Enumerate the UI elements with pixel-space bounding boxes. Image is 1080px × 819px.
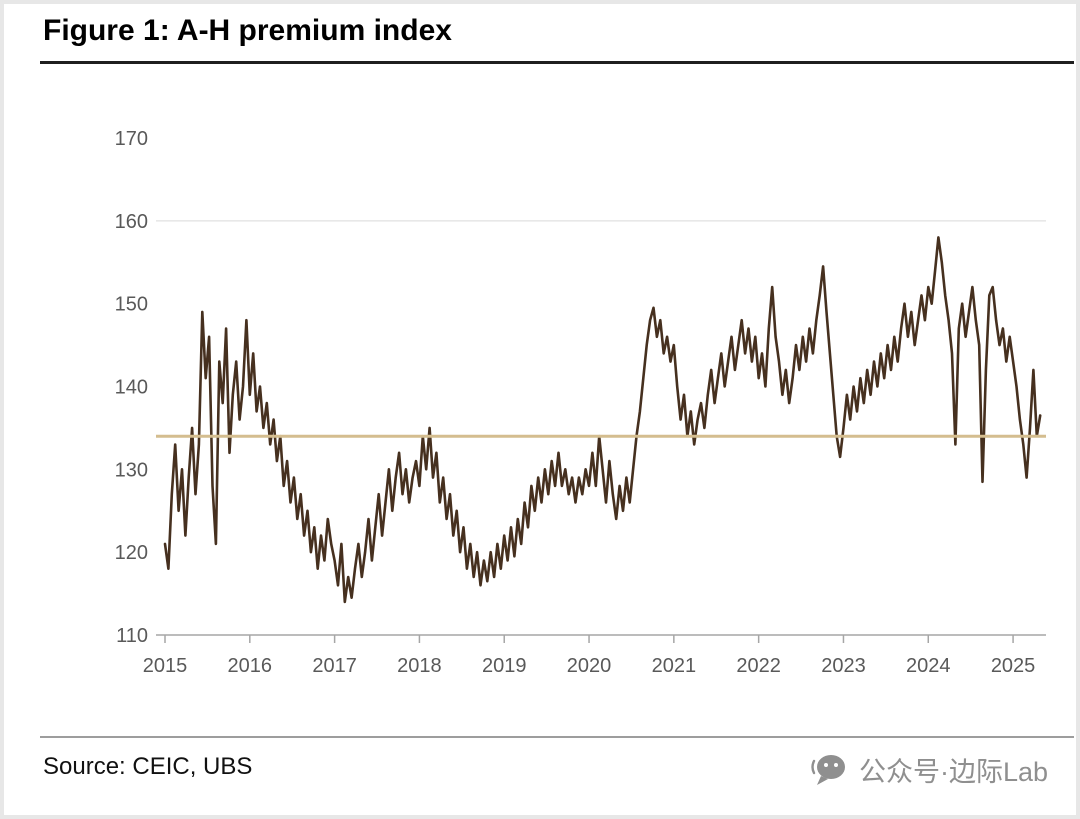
watermark: 公众号·边际Lab <box>809 750 1048 789</box>
y-tick-label-120: 120 <box>115 542 148 564</box>
x-tick-label-2022: 2022 <box>736 655 781 677</box>
y-tick-label-140: 140 <box>115 377 148 399</box>
title-divider <box>40 61 1074 64</box>
y-tick-label-110: 110 <box>116 625 148 647</box>
x-tick-label-2018: 2018 <box>397 655 442 677</box>
y-tick-label-170: 170 <box>115 128 148 150</box>
y-tick-label-130: 130 <box>115 459 148 481</box>
x-tick-label-2023: 2023 <box>821 655 866 677</box>
x-tick-label-2019: 2019 <box>482 655 527 677</box>
watermark-text: 公众号·边际Lab <box>858 757 1048 787</box>
figure-card: Figure 1: A-H premium index 110 120 130 140… <box>4 4 1076 815</box>
x-tick-label-2015: 2015 <box>143 655 188 677</box>
series-line <box>163 236 1042 604</box>
footer-divider <box>40 736 1074 738</box>
wechat-icon <box>811 754 845 785</box>
x-tick-label-2017: 2017 <box>312 655 357 677</box>
x-tick-label-2024: 2024 <box>906 655 951 677</box>
x-tick-label-2020: 2020 <box>567 655 612 677</box>
line-chart: 110 120 130 140 150 160 170 2015 2016 2017 2018 201… <box>115 128 1046 677</box>
y-tick-label-150: 150 <box>115 294 148 316</box>
x-tick-label-2016: 2016 <box>228 655 273 677</box>
figure-title: Figure 1: A-H premium index <box>43 14 452 47</box>
source-text: Source: CEIC, UBS <box>43 753 253 780</box>
x-tick-label-2025: 2025 <box>991 655 1036 677</box>
x-tick-label-2021: 2021 <box>652 655 697 677</box>
y-tick-label-160: 160 <box>115 211 148 233</box>
